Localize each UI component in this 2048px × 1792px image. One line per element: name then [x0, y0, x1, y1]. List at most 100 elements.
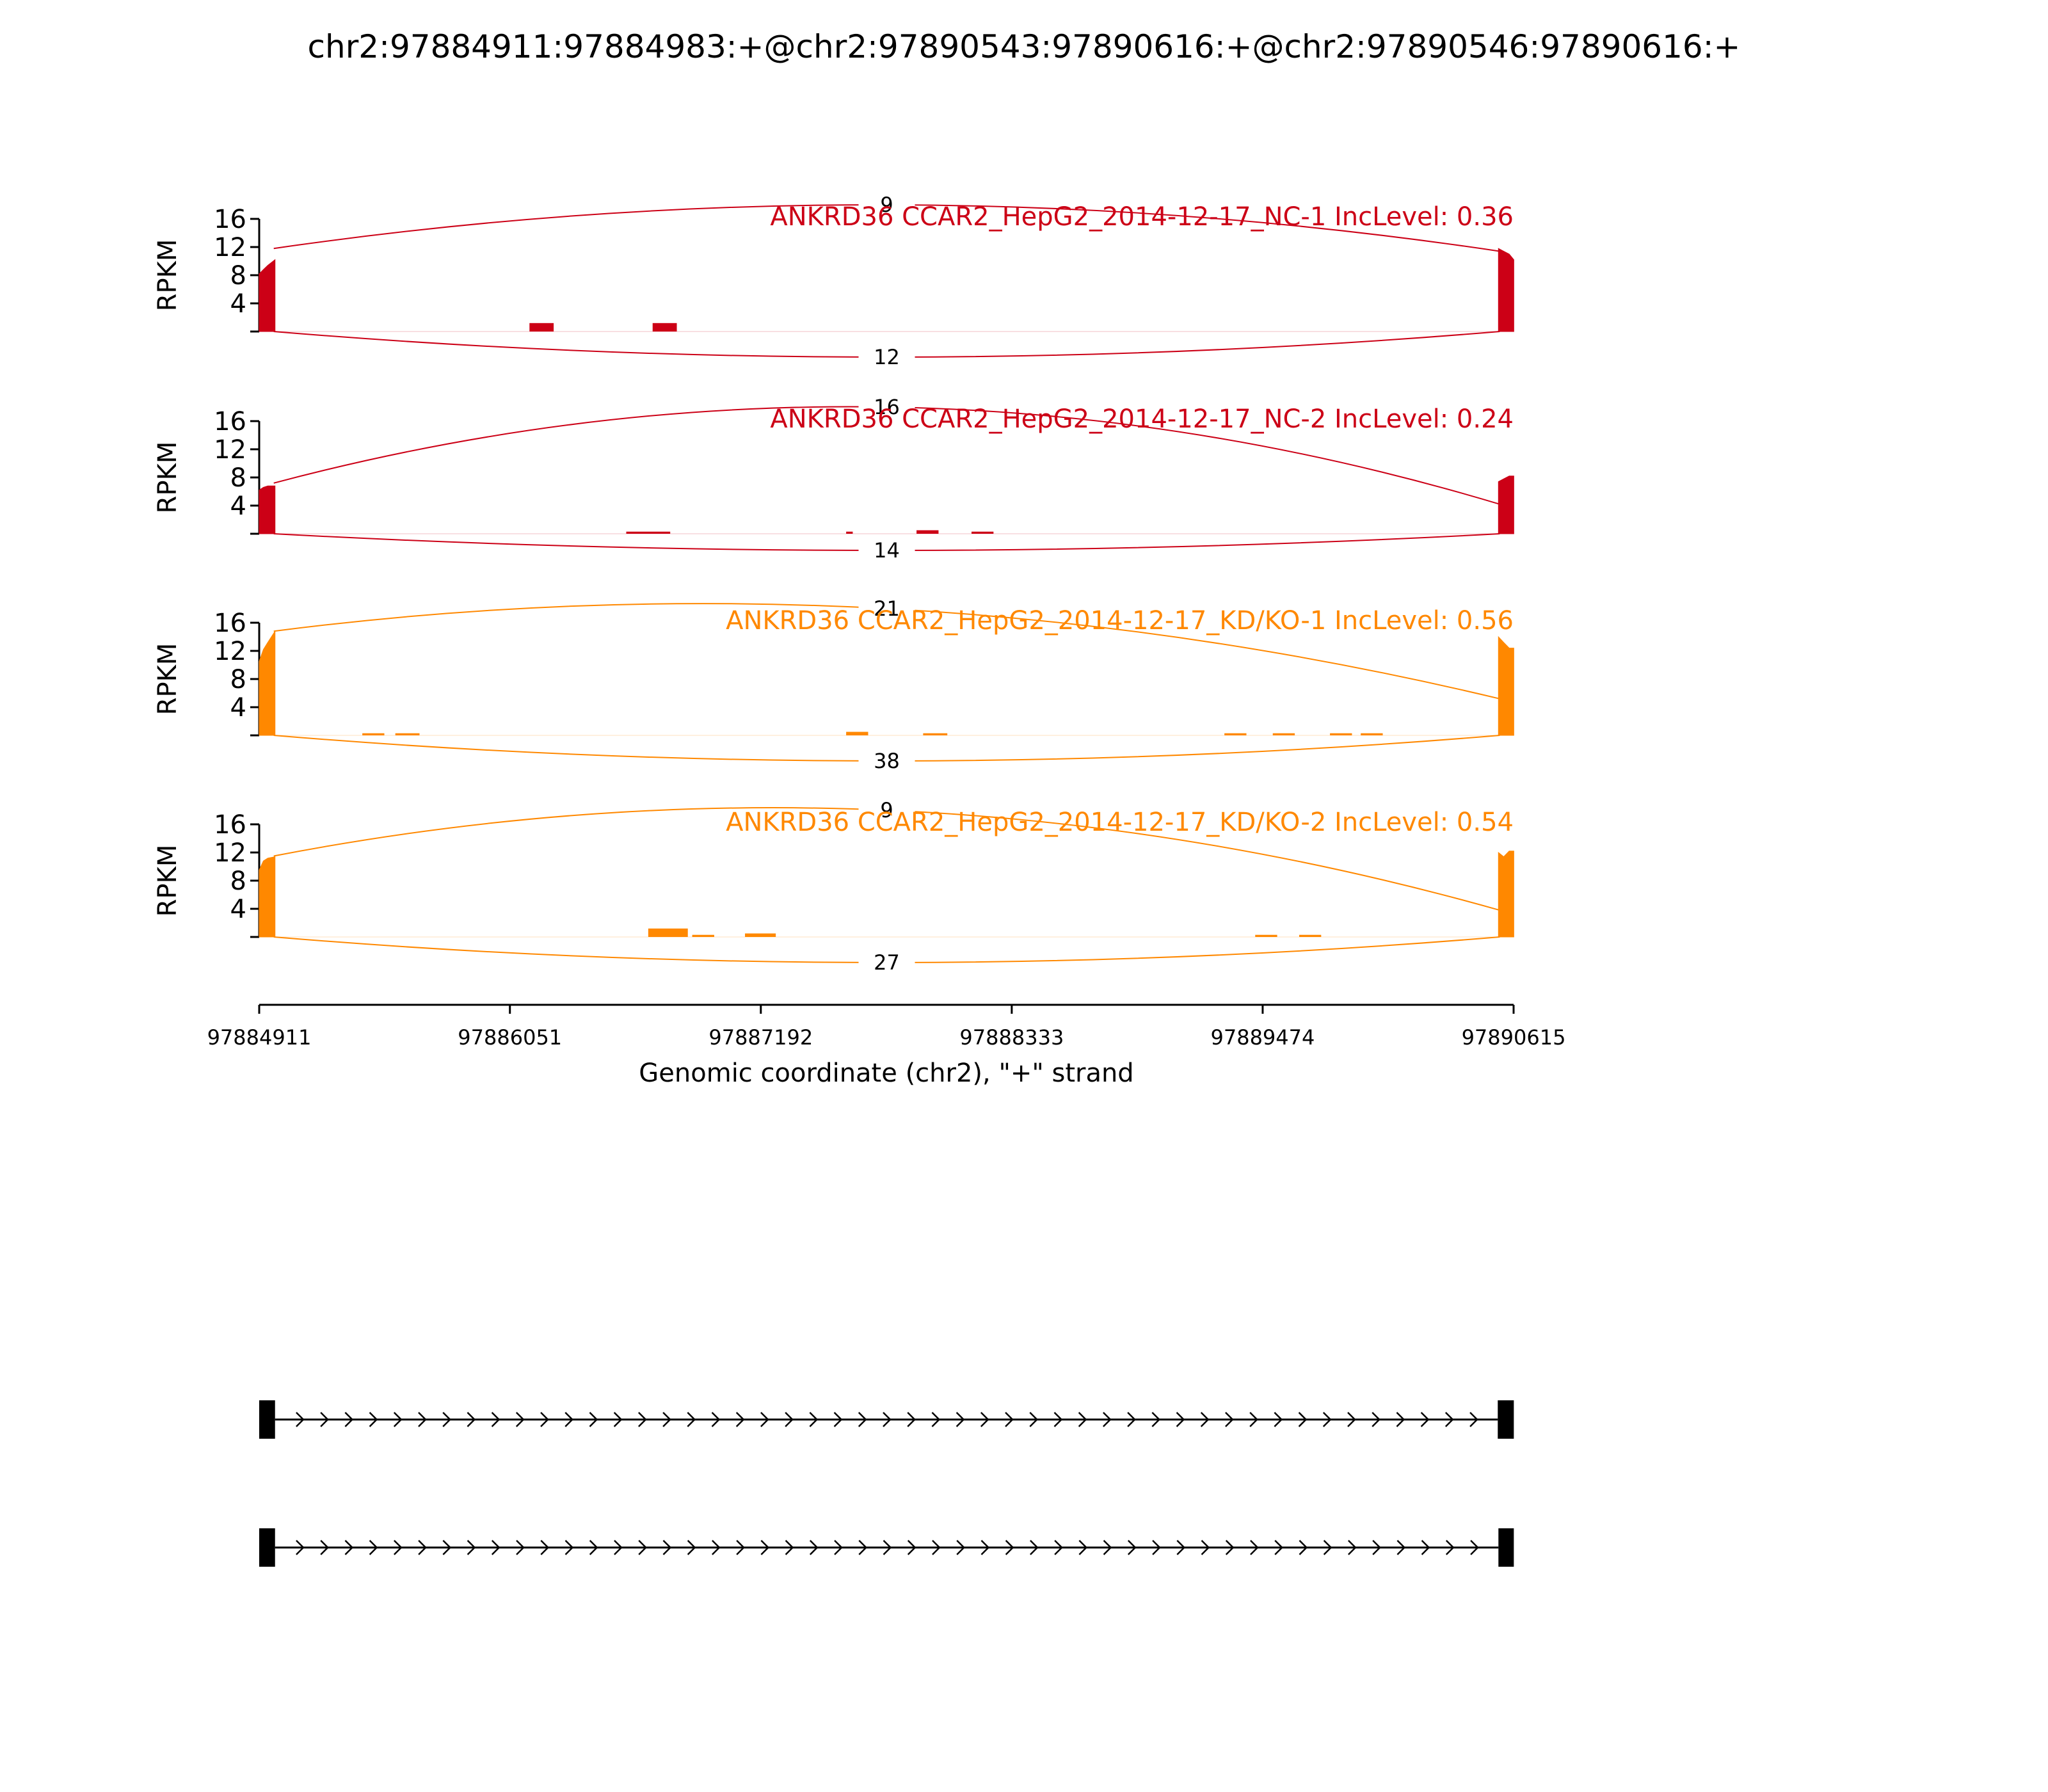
y-tick-label: 8	[230, 867, 246, 896]
strand-chevron	[589, 1412, 598, 1427]
strand-chevron	[735, 1412, 745, 1427]
x-axis-label: Genomic coordinate (chr2), "+" strand	[639, 1059, 1133, 1088]
strand-chevron	[736, 1540, 745, 1555]
transcript-1	[259, 1400, 1514, 1439]
strand-chevron	[1348, 1540, 1357, 1555]
strand-chevron	[1372, 1540, 1381, 1555]
strand-chevron	[369, 1540, 378, 1555]
strand-chevron	[638, 1540, 647, 1555]
x-tick-label: 97884911	[207, 1025, 312, 1050]
strand-chevron	[883, 1412, 892, 1427]
coverage-block	[916, 530, 939, 534]
junction-count-lower: 12	[874, 345, 900, 369]
strand-chevron	[467, 1412, 476, 1427]
strand-chevron	[1372, 1412, 1380, 1427]
strand-chevron	[932, 1540, 941, 1555]
strand-chevron	[564, 1540, 574, 1555]
strand-chevron	[760, 1412, 769, 1427]
strand-chevron	[1176, 1412, 1185, 1427]
strand-chevron	[491, 1540, 500, 1555]
y-tick-label: 16	[214, 407, 246, 436]
y-tick-label: 4	[230, 492, 246, 521]
strand-chevron	[564, 1412, 574, 1427]
junction-count-upper: 21	[874, 596, 900, 621]
strand-chevron	[369, 1412, 378, 1427]
exon-block	[1498, 1400, 1514, 1439]
strand-chevron	[1445, 1540, 1455, 1555]
junction-count-upper: 9	[880, 193, 893, 217]
coverage-block	[846, 531, 853, 534]
strand-chevron	[785, 1540, 794, 1555]
strand-chevron	[1005, 1540, 1014, 1555]
strand-chevron	[809, 1540, 819, 1555]
junction-count-lower: 38	[874, 749, 900, 773]
strand-chevron	[1299, 1540, 1308, 1555]
coverage-block	[652, 323, 677, 332]
x-tick-label: 97890615	[1462, 1025, 1566, 1050]
y-tick-label: 12	[214, 233, 246, 262]
sample-label: ANKRD36 CCAR2_HepG2_2014-12-17_KD/KO-1 I…	[726, 606, 1514, 636]
exon-block	[259, 1400, 275, 1439]
chart-title: chr2:97884911:97884983:+@chr2:97890543:9…	[308, 28, 1741, 65]
strand-chevron	[809, 1412, 819, 1427]
strand-chevron	[980, 1540, 990, 1555]
strand-chevron	[907, 1540, 916, 1555]
strand-chevron	[980, 1412, 989, 1427]
coverage-block	[1361, 733, 1383, 735]
strand-chevron	[662, 1540, 672, 1555]
strand-chevron	[662, 1412, 671, 1427]
strand-chevron	[442, 1412, 451, 1427]
strand-chevron	[1029, 1412, 1039, 1427]
strand-chevron	[393, 1412, 403, 1427]
strand-chevron	[1396, 1412, 1405, 1427]
strand-chevron	[515, 1412, 525, 1427]
strand-chevron	[1421, 1540, 1430, 1555]
coverage-block	[923, 733, 948, 735]
strand-chevron	[1274, 1540, 1283, 1555]
coverage-block	[745, 933, 776, 937]
y-tick-label: 12	[214, 435, 246, 465]
coverage-block	[846, 732, 868, 735]
junction-count-upper: 16	[874, 395, 900, 419]
transcript-models	[259, 1400, 1514, 1567]
junction-label-box	[858, 535, 915, 566]
strand-chevron	[931, 1412, 941, 1427]
junction-label-box	[858, 342, 915, 372]
strand-chevron	[883, 1540, 892, 1555]
sample-label: ANKRD36 CCAR2_HepG2_2014-12-17_NC-2 IncL…	[770, 404, 1514, 434]
strand-chevron	[1054, 1540, 1063, 1555]
y-tick-label: 12	[214, 838, 246, 868]
sample-label: ANKRD36 CCAR2_HepG2_2014-12-17_NC-1 IncL…	[770, 202, 1514, 232]
junction-label-box	[858, 746, 915, 776]
strand-chevron	[1201, 1540, 1210, 1555]
strand-chevron	[1396, 1540, 1406, 1555]
x-axis: 97884911 97886051 97887192 97888333 97889474…	[207, 1004, 1566, 1050]
junction-label-box	[858, 392, 915, 422]
junction-label-box	[858, 593, 915, 624]
strand-chevron	[589, 1540, 598, 1555]
strand-chevron	[1053, 1412, 1063, 1427]
y-tick-label: 16	[214, 609, 246, 638]
strand-chevron	[1420, 1412, 1430, 1427]
strand-chevron	[1249, 1412, 1258, 1427]
y-axis-label: RPKM	[153, 442, 182, 514]
y-tick-label: 16	[214, 810, 246, 840]
junction-label-box	[858, 795, 915, 826]
strand-chevron	[687, 1540, 696, 1555]
strand-chevron	[1103, 1412, 1112, 1427]
strand-chevron	[1274, 1412, 1283, 1427]
strand-chevron	[1200, 1412, 1210, 1427]
y-tick-label: 4	[230, 693, 246, 723]
strand-chevron	[344, 1540, 354, 1555]
coverage-exon-right	[1498, 636, 1514, 736]
junction-count-lower: 27	[874, 950, 900, 975]
strand-chevron	[1347, 1412, 1356, 1427]
coverage-exon-left	[259, 259, 276, 332]
strand-chevron	[956, 1412, 965, 1427]
coverage-block	[529, 323, 554, 332]
strand-chevron	[1250, 1540, 1259, 1555]
strand-chevron	[613, 1412, 623, 1427]
